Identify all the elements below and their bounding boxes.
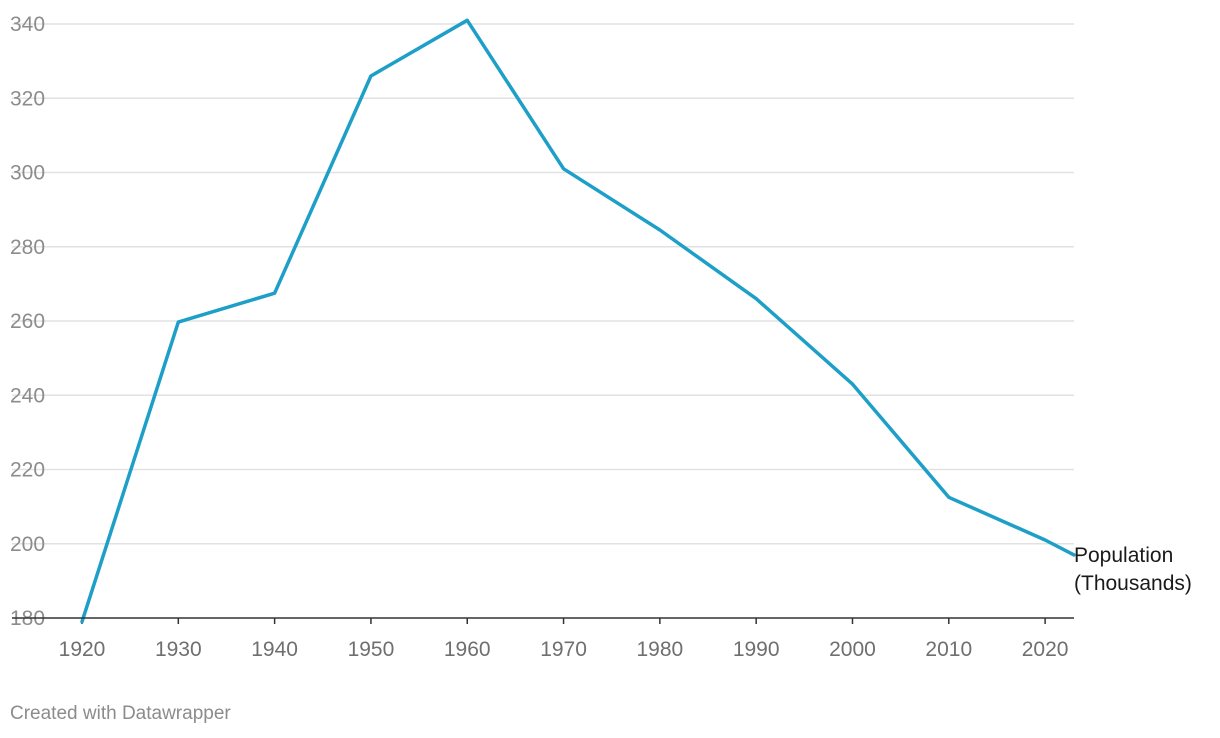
y-tick-label: 220 bbox=[10, 459, 45, 482]
series-label: (Thousands) bbox=[1074, 572, 1192, 595]
x-tick-label: 1960 bbox=[444, 638, 491, 661]
series-group bbox=[80, 18, 1076, 624]
x-tick-label: 2000 bbox=[829, 638, 876, 661]
y-tick-label: 260 bbox=[10, 310, 45, 333]
x-tick-label: 1920 bbox=[59, 638, 106, 661]
series-line bbox=[80, 18, 1076, 624]
y-tick-label: 300 bbox=[10, 162, 45, 185]
x-tick-label: 1940 bbox=[251, 638, 298, 661]
x-tick-label: 2010 bbox=[925, 638, 972, 661]
x-axis-tick-marks bbox=[81, 618, 1046, 624]
x-tick-label: 1980 bbox=[637, 638, 684, 661]
gridlines bbox=[12, 23, 1074, 545]
y-tick-label: 280 bbox=[10, 236, 45, 259]
x-tick-label: 1970 bbox=[540, 638, 587, 661]
x-tick-label: 1950 bbox=[348, 638, 395, 661]
x-tick-label: 2020 bbox=[1022, 638, 1069, 661]
series-label: Population bbox=[1074, 544, 1173, 567]
x-axis-ticks: 1920 1930 1940 1950 1960 1970 1980 1990 2000 2010… bbox=[59, 638, 1069, 661]
y-tick-label: 240 bbox=[10, 384, 45, 407]
y-tick-label: 200 bbox=[10, 533, 45, 556]
series-labels: Population (Thousands) bbox=[1074, 544, 1192, 595]
x-tick-label: 1990 bbox=[733, 638, 780, 661]
x-tick-label: 1930 bbox=[155, 638, 202, 661]
y-tick-label: 340 bbox=[10, 13, 45, 36]
credit-text: Created with Datawrapper bbox=[10, 703, 231, 724]
y-tick-label: 320 bbox=[10, 87, 45, 110]
